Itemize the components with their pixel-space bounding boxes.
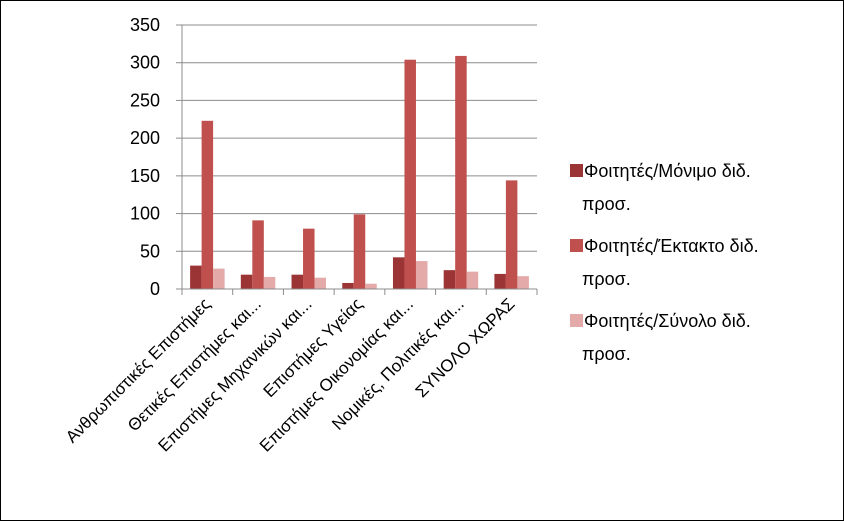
y-tick-label: 150 xyxy=(130,166,160,186)
legend-item: Φοιτητές/Έκτακτο διδ. προσ. xyxy=(570,236,759,289)
legend-item: Φοιτητές/Σύνολο διδ. προσ. xyxy=(570,311,751,364)
gridlines xyxy=(182,24,537,252)
bar xyxy=(201,120,214,290)
bar xyxy=(517,276,529,289)
legend-label: Φοιτητές/Μόνιμο διδ. προσ. xyxy=(582,161,751,214)
bar xyxy=(291,274,304,289)
bar xyxy=(365,283,377,289)
bars xyxy=(190,55,529,290)
bar xyxy=(252,220,264,289)
bar xyxy=(190,265,202,289)
legend-item: Φοιτητές/Μόνιμο διδ. προσ. xyxy=(570,161,751,214)
legend-swatch xyxy=(570,164,583,177)
bar xyxy=(392,257,405,289)
bar xyxy=(505,180,518,289)
legend-swatch xyxy=(570,239,583,252)
bar xyxy=(213,268,225,289)
bar xyxy=(455,55,467,289)
y-tick-label: 0 xyxy=(150,279,160,299)
bar xyxy=(314,277,327,289)
bar xyxy=(494,273,506,289)
y-tick-label: 350 xyxy=(130,15,160,35)
y-axis: 0 50 100 150 200 250 300 350 xyxy=(130,15,183,299)
bar xyxy=(404,59,416,289)
legend-label: Φοιτητές/Σύνολο διδ. προσ. xyxy=(582,311,751,364)
bar xyxy=(466,271,479,289)
bar xyxy=(342,282,354,289)
bar xyxy=(240,274,253,289)
y-tick-label: 200 xyxy=(130,128,160,148)
legend: Φοιτητές/Μόνιμο διδ. προσ. Φοιτητές/Έκτακτ… xyxy=(570,161,759,364)
legend-swatch xyxy=(570,314,583,327)
legend-label: Φοιτητές/Έκτακτο διδ. προσ. xyxy=(582,236,759,289)
bar xyxy=(443,270,456,289)
bar xyxy=(353,214,366,289)
y-tick-label: 250 xyxy=(130,90,160,110)
bar xyxy=(415,261,428,289)
bar xyxy=(303,228,315,289)
y-tick-label: 300 xyxy=(130,53,160,73)
bar xyxy=(263,276,276,289)
y-tick-label: 50 xyxy=(140,241,160,261)
y-tick-label: 100 xyxy=(130,204,160,224)
